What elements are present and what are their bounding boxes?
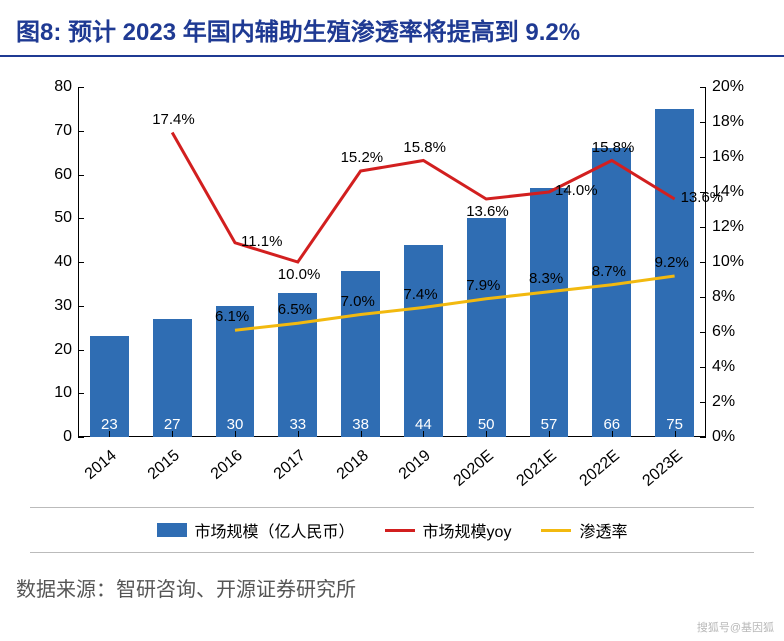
chart-area: 01020304050607080 0%2%4%6%8%10%12%14%16%… bbox=[30, 77, 754, 497]
legend-label: 市场规模yoy bbox=[423, 518, 512, 542]
legend-item: 市场规模（亿人民币） bbox=[157, 518, 355, 542]
y-right-tick: 2% bbox=[706, 393, 754, 411]
x-axis: 2014 2015 2016 2017 2018 2019 2020E 2021E 2022E 2… bbox=[78, 437, 706, 497]
yoy-point-label: 15.8% bbox=[592, 139, 635, 156]
y-left-tick: 70 bbox=[30, 122, 78, 140]
x-tick-label: 2019 bbox=[396, 447, 435, 484]
x-tick-mark bbox=[298, 431, 299, 437]
legend-label: 渗透率 bbox=[579, 518, 627, 542]
x-tick-mark bbox=[423, 431, 424, 437]
chart-title: 图8: 预计 2023 年国内辅助生殖渗透率将提高到 9.2% bbox=[16, 12, 768, 47]
y-right-tick: 12% bbox=[706, 218, 754, 236]
x-tick-mark bbox=[675, 431, 676, 437]
penetration-point-label: 7.9% bbox=[466, 277, 500, 294]
yoy-point-label: 13.6% bbox=[681, 189, 724, 206]
x-tick-mark bbox=[235, 431, 236, 437]
x-tick-mark bbox=[486, 431, 487, 437]
y-right-tick: 18% bbox=[706, 113, 754, 131]
y-left-tick: 20 bbox=[30, 341, 78, 359]
yoy-point-label: 14.0% bbox=[555, 182, 598, 199]
penetration-point-label: 9.2% bbox=[655, 254, 689, 271]
x-tick-label: 2017 bbox=[271, 447, 310, 484]
y-left-tick: 0 bbox=[30, 428, 78, 446]
legend: 市场规模（亿人民币） 市场规模yoy 渗透率 bbox=[30, 507, 754, 553]
y-axis-left: 01020304050607080 bbox=[30, 87, 78, 437]
yoy-point-label: 10.0% bbox=[278, 266, 321, 283]
x-tick-label: 2015 bbox=[145, 447, 184, 484]
yoy-point-label: 11.1% bbox=[241, 233, 282, 250]
y-left-tick: 80 bbox=[30, 78, 78, 96]
x-tick-mark bbox=[109, 431, 110, 437]
penetration-point-label: 6.5% bbox=[278, 301, 312, 318]
y-right-tick: 10% bbox=[706, 253, 754, 271]
y-right-tick: 8% bbox=[706, 288, 754, 306]
y-left-tick: 30 bbox=[30, 297, 78, 315]
legend-swatch bbox=[541, 529, 571, 532]
legend-item: 渗透率 bbox=[541, 518, 627, 542]
x-tick-label: 2018 bbox=[333, 447, 372, 484]
chart-title-bar: 图8: 预计 2023 年国内辅助生殖渗透率将提高到 9.2% bbox=[0, 0, 784, 57]
y-right-tick: 6% bbox=[706, 323, 754, 341]
x-tick-label: 2014 bbox=[82, 447, 121, 484]
yoy-point-label: 15.2% bbox=[341, 149, 384, 166]
x-tick-mark bbox=[549, 431, 550, 437]
y-right-tick: 16% bbox=[706, 148, 754, 166]
legend-label: 市场规模（亿人民币） bbox=[195, 518, 355, 542]
penetration-point-label: 7.4% bbox=[403, 286, 437, 303]
y-right-tick: 4% bbox=[706, 358, 754, 376]
data-source: 数据来源：智研咨询、开源证券研究所 bbox=[16, 573, 768, 602]
penetration-point-label: 6.1% bbox=[215, 308, 249, 325]
y-right-tick: 20% bbox=[706, 78, 754, 96]
y-left-tick: 50 bbox=[30, 209, 78, 227]
y-left-tick: 60 bbox=[30, 166, 78, 184]
x-tick-label: 2020E bbox=[451, 447, 498, 491]
x-tick-label: 2023E bbox=[639, 447, 686, 491]
x-tick-label: 2016 bbox=[208, 447, 247, 484]
y-left-tick: 40 bbox=[30, 253, 78, 271]
y-right-tick: 0% bbox=[706, 428, 754, 446]
legend-swatch bbox=[385, 529, 415, 532]
watermark: 搜狐号@基因狐 bbox=[697, 619, 774, 635]
yoy-point-label: 17.4% bbox=[152, 111, 195, 128]
x-tick-label: 2022E bbox=[576, 447, 623, 491]
x-tick-label: 2021E bbox=[514, 447, 561, 491]
legend-item: 市场规模yoy bbox=[385, 518, 512, 542]
legend-swatch bbox=[157, 523, 187, 537]
penetration-point-label: 7.0% bbox=[341, 293, 375, 310]
x-tick-mark bbox=[361, 431, 362, 437]
plot-region: 23273033384450576675 17.4%11.1%10.0%15.2… bbox=[78, 87, 706, 437]
yoy-point-label: 15.8% bbox=[403, 139, 446, 156]
penetration-point-label: 8.3% bbox=[529, 270, 563, 287]
penetration-point-label: 8.7% bbox=[592, 263, 626, 280]
y-left-tick: 10 bbox=[30, 384, 78, 402]
yoy-point-label: 13.6% bbox=[466, 203, 509, 220]
x-tick-mark bbox=[172, 431, 173, 437]
y-axis-right: 0%2%4%6%8%10%12%14%16%18%20% bbox=[706, 87, 754, 437]
x-tick-mark bbox=[612, 431, 613, 437]
